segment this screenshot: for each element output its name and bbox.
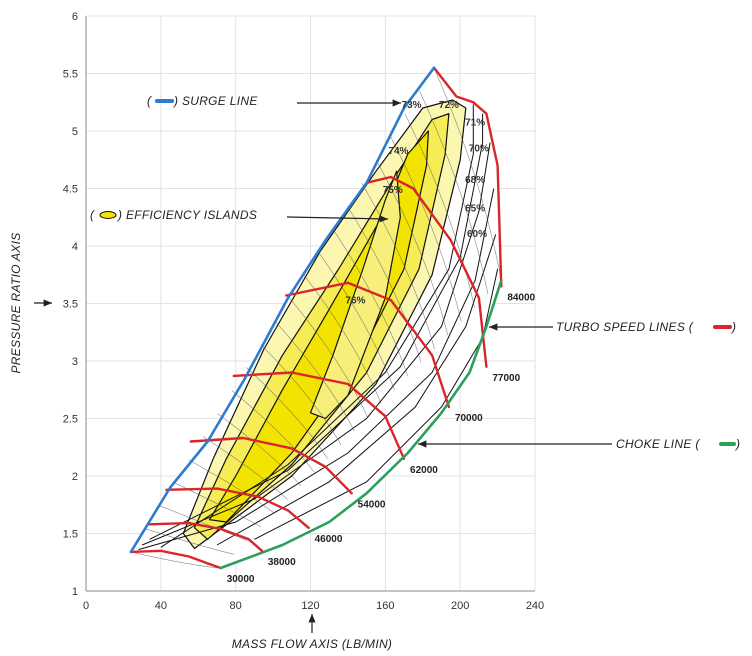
- y-tick-label: 5.5: [63, 69, 78, 81]
- flow-line: [246, 367, 328, 459]
- y-tick-label: 3: [72, 356, 78, 368]
- x-tick-label: 160: [376, 600, 394, 612]
- flow-line: [433, 67, 502, 281]
- speed-line-70000: [285, 281, 451, 409]
- efficiency-contour-60: [254, 268, 499, 540]
- efficiency-label-65: 65%: [465, 204, 485, 215]
- y-tick-label: 5: [72, 126, 78, 138]
- speed-line-62000: [232, 371, 406, 460]
- x-axis-title: MASS FLOW AXIS (LB/MIN): [232, 637, 392, 651]
- speed-label-77000: 77000: [492, 373, 520, 384]
- svg-text:): ): [730, 320, 736, 334]
- flow-line: [347, 205, 422, 363]
- y-tick-label: 2.5: [63, 414, 78, 426]
- surge-line: [129, 66, 436, 554]
- flow-line: [390, 136, 462, 322]
- speed-label-62000: 62000: [410, 465, 438, 476]
- flow-line: [375, 159, 449, 336]
- efficiency-label-72: 72%: [439, 100, 459, 111]
- x-tick-label: 200: [451, 600, 469, 612]
- flow-line: [404, 113, 475, 308]
- choke-line-label: CHOKE LINE (: [616, 437, 701, 451]
- speed-label-70000: 70000: [455, 413, 483, 424]
- flow-line: [202, 436, 288, 500]
- flow-line: [217, 413, 302, 487]
- efficiency-label-74: 74%: [388, 146, 408, 157]
- speed-line-38000: [148, 521, 264, 552]
- y-tick-label: 2: [72, 471, 78, 483]
- efficiency-contour-72: [160, 104, 474, 548]
- efficiency-contour-70: [141, 142, 491, 546]
- efficiency-islands: [130, 67, 502, 569]
- speed-line-30000: [129, 549, 222, 570]
- speed-label-84000: 84000: [507, 292, 535, 303]
- turbo-speed-lines: 30000 38000 46000 54000 62000 70000 77000 84000: [129, 66, 536, 585]
- efficiency-label-70: 70%: [469, 144, 489, 155]
- x-tick-label: 40: [155, 600, 167, 612]
- speed-label-54000: 54000: [358, 499, 386, 510]
- y-tick-label: 6: [72, 11, 78, 23]
- turbo-speed-lines-label: TURBO SPEED LINES (: [556, 320, 695, 334]
- efficiency-label-76: 76%: [345, 296, 365, 307]
- speed-line-84000: [432, 66, 503, 288]
- turbo-speed-lines-annotation: TURBO SPEED LINES ( ): [489, 320, 736, 334]
- flow-line: [188, 459, 275, 514]
- legend-bracket-open: (: [147, 94, 153, 108]
- efficiency-islands-label: ) EFFICIENCY ISLANDS: [116, 208, 257, 222]
- surge-line-label: ) SURGE LINE: [172, 94, 258, 108]
- speed-line-54000: [189, 436, 353, 495]
- efficiency-islands-pointer-arrow: [286, 215, 389, 223]
- efficiency-label-68: 68%: [465, 175, 485, 186]
- y-tick-label: 1: [72, 586, 78, 598]
- choke-line: [219, 279, 503, 570]
- x-tick-label: 240: [526, 600, 544, 612]
- svg-text:(: (: [90, 208, 96, 222]
- flow-line: [318, 252, 395, 391]
- efficiency-contour-71: [149, 113, 484, 540]
- chart-labels: 76% 75% 74% 73% 72% 71% 70% 68% 65% 60%: [345, 100, 489, 307]
- flow-line: [130, 551, 221, 569]
- efficiency-label-73: 73%: [402, 100, 422, 111]
- flow-line: [303, 275, 382, 404]
- speed-label-38000: 38000: [268, 557, 296, 568]
- efficiency-islands-annotation: ( ) EFFICIENCY ISLANDS: [90, 208, 389, 223]
- flow-line: [231, 390, 315, 473]
- y-tick-label: 4: [72, 241, 78, 253]
- efficiency-contour-lines: [130, 67, 502, 569]
- surge-choke-lines: [129, 66, 503, 570]
- flow-line: [260, 344, 342, 445]
- x-tick-label: 80: [230, 600, 242, 612]
- speed-line-77000: [365, 175, 488, 368]
- surge-line-annotation: ( ) SURGE LINE: [147, 94, 401, 108]
- efficiency-island-76: [309, 170, 401, 420]
- flow-line: [145, 528, 235, 555]
- flow-line: [289, 298, 368, 418]
- speed-label-46000: 46000: [315, 534, 343, 545]
- flow-line: [419, 90, 489, 295]
- y-tick-label: 4.5: [63, 184, 78, 196]
- x-tick-label: 0: [83, 600, 89, 612]
- y-tick-label: 1.5: [63, 529, 78, 541]
- x-tick-label: 120: [301, 600, 319, 612]
- efficiency-label-71: 71%: [465, 117, 485, 128]
- choke-line-annotation: CHOKE LINE ( ): [418, 437, 740, 451]
- efficiency-label-75: 75%: [383, 185, 403, 196]
- flow-line: [332, 228, 409, 377]
- speed-label-30000: 30000: [227, 574, 255, 585]
- axes: 0 40 80 120 160 200 240 1 1.5 2 2.5 3 3.5 4 4.5 5 5.5 6: [63, 11, 544, 612]
- y-tick-label: 3.5: [63, 299, 78, 311]
- svg-text:): ): [734, 437, 740, 451]
- efficiency-contour-65: [216, 234, 497, 546]
- speed-line-46000: [165, 487, 310, 529]
- flow-line: [361, 182, 435, 350]
- efficiency-islands-legend-swatch: [99, 211, 117, 219]
- efficiency-contour-68: [138, 188, 495, 551]
- efficiency-label-60: 60%: [467, 229, 487, 240]
- y-axis-title: PRESSURE RATIO AXIS: [9, 232, 23, 373]
